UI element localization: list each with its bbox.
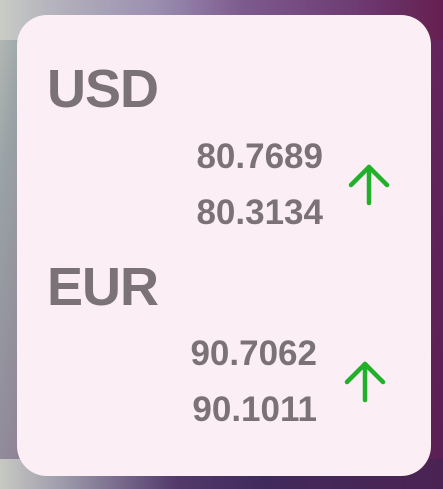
currency-code-usd: USD bbox=[47, 59, 159, 119]
eur-rate-buy: 90.1011 bbox=[192, 390, 317, 429]
usd-rate-sell: 80.7689 bbox=[196, 137, 323, 176]
currency-code-eur: EUR bbox=[47, 257, 159, 317]
eur-rate-sell: 90.7062 bbox=[190, 334, 317, 373]
arrow-up-icon bbox=[344, 361, 386, 403]
usd-rate-buy: 80.3134 bbox=[196, 193, 323, 232]
currency-widget[interactable]: USD 80.7689 80.3134 EUR 90.7062 90.1011 bbox=[17, 15, 431, 476]
arrow-up-icon bbox=[348, 164, 390, 206]
